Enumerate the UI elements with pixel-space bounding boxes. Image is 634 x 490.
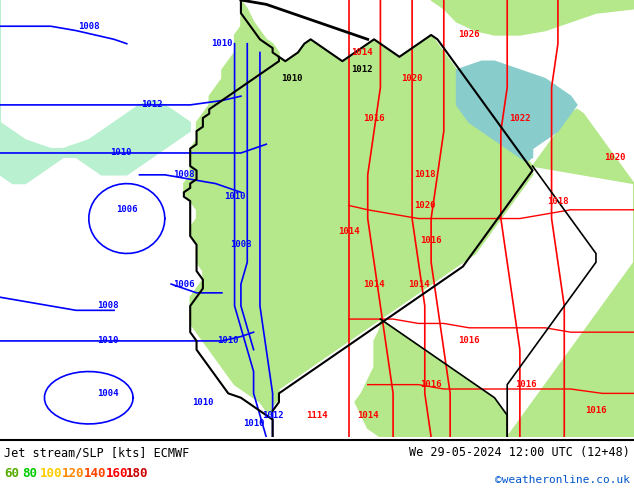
Text: 1004: 1004 <box>97 389 119 398</box>
Text: 1016: 1016 <box>420 380 442 389</box>
Text: 1016: 1016 <box>458 337 480 345</box>
Polygon shape <box>431 0 634 35</box>
Text: 1016: 1016 <box>420 236 442 245</box>
Text: 1008: 1008 <box>97 301 119 311</box>
Text: 80: 80 <box>22 467 37 480</box>
Text: ©weatheronline.co.uk: ©weatheronline.co.uk <box>495 475 630 485</box>
Text: 1008: 1008 <box>173 171 195 179</box>
Text: Jet stream/SLP [kts] ECMWF: Jet stream/SLP [kts] ECMWF <box>4 446 190 459</box>
Text: 1006: 1006 <box>173 280 195 289</box>
Text: 1014: 1014 <box>338 227 359 236</box>
Text: 1016: 1016 <box>585 406 607 416</box>
Text: 100: 100 <box>40 467 63 480</box>
Text: 1114: 1114 <box>306 411 328 420</box>
Text: 1008: 1008 <box>230 240 252 249</box>
Polygon shape <box>456 61 577 162</box>
Polygon shape <box>0 0 190 184</box>
Text: 140: 140 <box>84 467 107 480</box>
Text: 1016: 1016 <box>515 380 537 389</box>
Text: 1010: 1010 <box>217 337 239 345</box>
Text: 1020: 1020 <box>604 153 626 162</box>
Text: 1022: 1022 <box>509 114 531 122</box>
Text: 1018: 1018 <box>547 196 569 206</box>
Text: 1012: 1012 <box>262 411 283 420</box>
Text: 120: 120 <box>62 467 84 480</box>
Text: 1010: 1010 <box>97 337 119 345</box>
Text: 1026: 1026 <box>458 30 480 40</box>
Text: 1010: 1010 <box>192 397 214 407</box>
Text: 1010: 1010 <box>243 419 264 428</box>
Text: 1018: 1018 <box>414 171 436 179</box>
Polygon shape <box>507 109 634 437</box>
Text: 60: 60 <box>4 467 19 480</box>
Text: 1016: 1016 <box>363 114 385 122</box>
Text: 180: 180 <box>126 467 148 480</box>
Text: 1014: 1014 <box>351 48 372 57</box>
Text: 1010: 1010 <box>281 74 302 83</box>
Text: We 29-05-2024 12:00 UTC (12+48): We 29-05-2024 12:00 UTC (12+48) <box>409 446 630 459</box>
Text: 1008: 1008 <box>78 22 100 31</box>
Text: 1010: 1010 <box>224 192 245 201</box>
Text: 1014: 1014 <box>408 280 429 289</box>
Text: 1012: 1012 <box>141 100 163 109</box>
Text: 1014: 1014 <box>363 280 385 289</box>
Text: 1010: 1010 <box>211 39 233 48</box>
Text: 1012: 1012 <box>351 66 372 74</box>
Polygon shape <box>355 319 507 437</box>
Polygon shape <box>184 0 533 415</box>
Text: 1020: 1020 <box>414 201 436 210</box>
Text: 1006: 1006 <box>116 205 138 214</box>
Text: 160: 160 <box>106 467 129 480</box>
Text: 1020: 1020 <box>401 74 423 83</box>
Text: 1014: 1014 <box>357 411 378 420</box>
Text: 1010: 1010 <box>110 148 131 157</box>
